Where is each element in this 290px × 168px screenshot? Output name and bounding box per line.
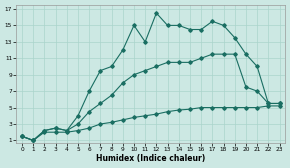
X-axis label: Humidex (Indice chaleur): Humidex (Indice chaleur) — [96, 154, 205, 163]
